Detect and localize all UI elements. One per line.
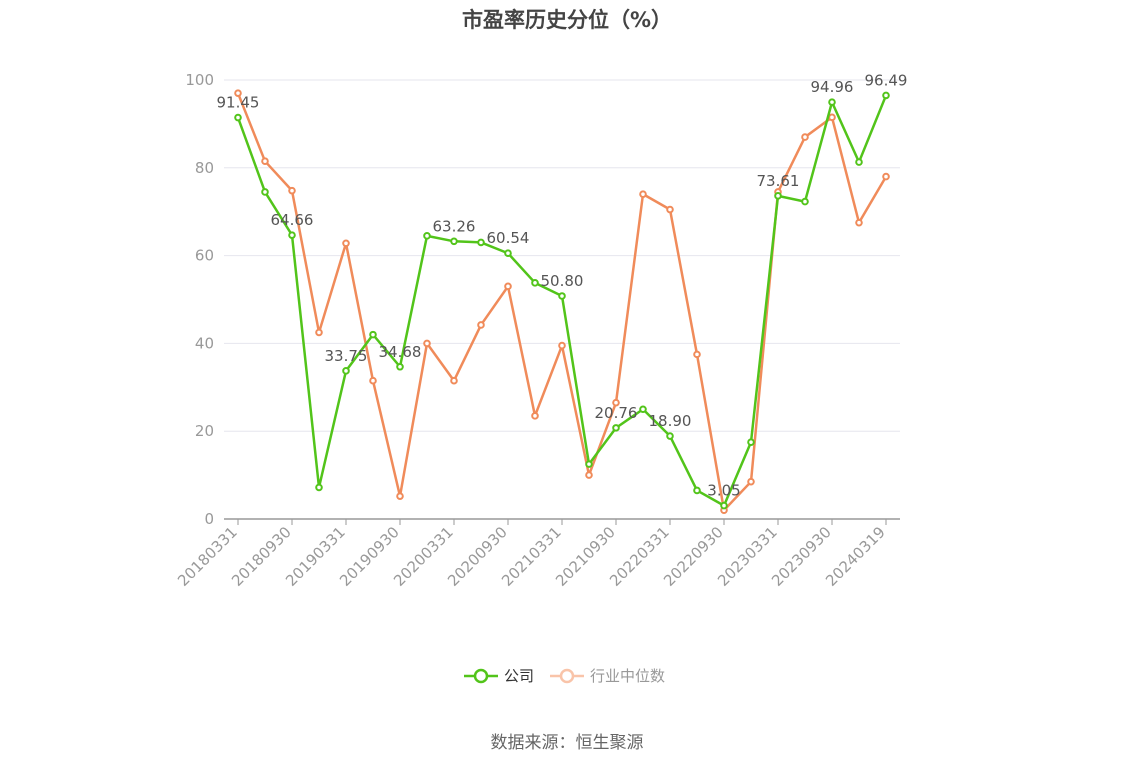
data-point[interactable] [855, 158, 863, 166]
data-point[interactable] [369, 376, 377, 385]
data-point[interactable] [342, 239, 350, 248]
x-tick-label: 20240319 [822, 523, 889, 590]
data-point[interactable] [531, 412, 539, 420]
y-tick-label: 60 [195, 247, 214, 265]
y-tick-label: 100 [185, 71, 214, 89]
chart-title: 市盈率历史分位（%） [461, 8, 673, 32]
data-point[interactable] [639, 190, 647, 198]
data-label: 63.26 [433, 217, 476, 235]
data-label: 73.61 [757, 172, 800, 190]
line-chart: 0 20 40 60 80 100 201803312018093020190331201… [174, 71, 908, 685]
data-point[interactable] [747, 477, 755, 486]
series-group [234, 89, 890, 515]
data-point[interactable] [234, 89, 242, 97]
data-point[interactable] [504, 249, 512, 258]
data-label: 96.49 [865, 71, 908, 89]
data-point[interactable] [450, 376, 458, 385]
data-point[interactable] [828, 98, 836, 106]
y-axis-ticks: 0 20 40 60 80 100 [185, 71, 214, 528]
data-point[interactable] [477, 238, 485, 247]
data-label: 33.75 [325, 347, 368, 365]
data-point[interactable] [558, 292, 566, 300]
data-point[interactable] [531, 279, 539, 287]
data-point[interactable] [747, 438, 755, 446]
data-point[interactable] [288, 231, 296, 239]
legend-label: 公司 [504, 667, 534, 685]
data-label: 34.68 [379, 343, 422, 361]
data-point[interactable] [774, 192, 782, 200]
data-point[interactable] [720, 501, 728, 510]
data-point[interactable] [666, 432, 674, 440]
legend-marker [473, 668, 489, 684]
y-tick-label: 80 [195, 159, 214, 177]
data-point[interactable] [234, 113, 242, 122]
data-point[interactable] [315, 483, 323, 492]
data-point[interactable] [423, 232, 431, 240]
y-tick-label: 0 [204, 510, 214, 528]
data-label: 3.05 [707, 482, 740, 500]
data-label: 50.80 [541, 272, 584, 290]
data-point[interactable] [558, 341, 566, 350]
data-point[interactable] [882, 172, 890, 181]
data-point[interactable] [261, 188, 269, 196]
series-line [236, 94, 888, 507]
data-point[interactable] [612, 424, 620, 432]
data-point[interactable] [666, 205, 674, 214]
grid [224, 79, 900, 432]
legend-marker [559, 668, 575, 684]
data-point[interactable] [801, 197, 809, 206]
legend-item[interactable]: 行业中位数 [550, 667, 665, 685]
legend-label: 行业中位数 [590, 667, 665, 685]
data-point[interactable] [693, 486, 701, 495]
data-point[interactable] [450, 237, 458, 246]
data-source: 数据来源：恒生聚源 [490, 733, 644, 753]
data-label: 60.54 [487, 229, 530, 247]
data-point[interactable] [828, 113, 836, 122]
y-tick-label: 40 [195, 334, 214, 352]
data-point[interactable] [261, 157, 269, 166]
data-point[interactable] [882, 91, 890, 100]
legend-item[interactable]: 公司 [464, 667, 534, 685]
data-label: 94.96 [811, 78, 854, 96]
data-point[interactable] [369, 330, 377, 339]
y-tick-label: 20 [195, 422, 214, 440]
data-label: 18.90 [649, 412, 692, 430]
data-label: 20.76 [595, 404, 638, 422]
data-point[interactable] [585, 460, 593, 468]
x-axis: 2018033120180930201903312019093020200331… [174, 518, 900, 590]
data-point[interactable] [315, 328, 323, 337]
data-point[interactable] [585, 471, 593, 479]
data-labels: 91.45 64.66 33.75 34.68 63.26 60.54 50.80 20.76… [217, 71, 908, 499]
data-point[interactable] [693, 350, 701, 359]
data-point[interactable] [855, 218, 863, 227]
data-point[interactable] [396, 492, 404, 500]
data-point[interactable] [342, 367, 350, 375]
legend[interactable]: 公司 行业中位数 [464, 667, 665, 685]
data-point[interactable] [423, 339, 431, 348]
data-point[interactable] [612, 398, 620, 407]
data-point[interactable] [477, 321, 485, 329]
data-label: 91.45 [217, 94, 260, 112]
data-point[interactable] [639, 405, 647, 414]
data-label: 64.66 [271, 211, 314, 229]
data-point[interactable] [801, 133, 809, 141]
data-point[interactable] [288, 186, 296, 195]
data-point[interactable] [504, 282, 512, 291]
data-point[interactable] [396, 362, 404, 371]
